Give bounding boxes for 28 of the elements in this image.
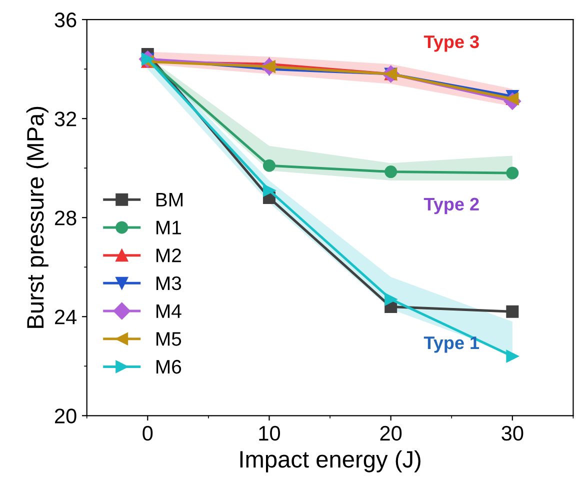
point <box>506 350 519 362</box>
y-tick-label: 28 <box>55 210 76 226</box>
annotation: Type 2 <box>424 198 479 214</box>
legend-label: M3 <box>156 276 182 290</box>
y-tick-label: 32 <box>54 112 76 126</box>
annotation: Type 1 <box>424 336 480 353</box>
point <box>384 293 398 306</box>
x-tick-label: 10 <box>259 426 280 441</box>
point <box>506 305 519 318</box>
x-tick-label: 30 <box>502 426 524 441</box>
legend-label: M2 <box>156 248 181 262</box>
legend-label: M6 <box>156 360 182 374</box>
legend-label: BM <box>156 193 182 206</box>
x-tick-label: 0 <box>142 426 153 441</box>
y-tick-label: 24 <box>55 310 77 324</box>
y-tick-label: 36 <box>54 12 76 28</box>
x-axis-title: Impact energy (J) <box>240 450 420 472</box>
legend-label: M1 <box>156 220 181 234</box>
annotation: Type 3 <box>424 35 479 52</box>
point <box>262 159 276 172</box>
y-axis-title: Burst pressure (MPa) <box>26 106 48 328</box>
legend-label: M5 <box>156 332 182 346</box>
legend-label: M4 <box>156 304 182 318</box>
point <box>384 166 398 178</box>
y-tick-label: 20 <box>55 408 76 424</box>
point <box>262 184 276 197</box>
x-tick-label: 20 <box>380 426 402 441</box>
point <box>506 166 519 180</box>
